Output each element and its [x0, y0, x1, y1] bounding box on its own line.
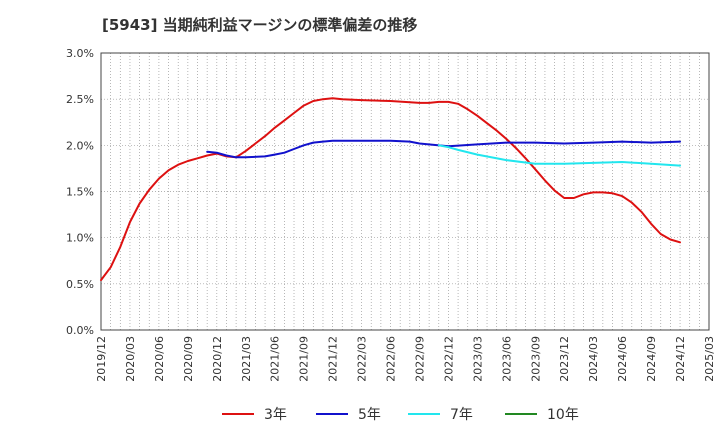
x-tick-label: 2022/12	[442, 336, 455, 382]
legend-label: 10年	[547, 407, 579, 423]
x-tick-label: 2024/12	[674, 336, 687, 382]
y-tick-label: 3.0%	[66, 47, 94, 60]
x-tick-label: 2020/03	[124, 336, 137, 382]
x-tick-label: 2024/06	[616, 336, 629, 382]
x-tick-label: 2023/06	[500, 336, 513, 382]
x-tick-label: 2021/09	[298, 336, 311, 382]
x-tick-label: 2023/03	[471, 336, 484, 382]
x-tick-label: 2025/03	[703, 336, 716, 382]
y-tick-label: 2.5%	[66, 93, 94, 106]
y-tick-label: 1.5%	[66, 186, 94, 199]
series-line	[437, 144, 681, 167]
x-tick-label: 2020/06	[153, 336, 166, 382]
x-tick-label: 2023/09	[529, 336, 542, 382]
series-line	[100, 97, 681, 282]
y-tick-label: 0.5%	[66, 278, 94, 291]
x-tick-label: 2020/09	[182, 336, 195, 382]
x-tick-label: 2024/09	[645, 336, 658, 382]
y-tick-label: 1.0%	[66, 232, 94, 245]
plot-frame	[100, 52, 710, 331]
legend-label: 7年	[450, 407, 473, 423]
chart-title: [5943] 当期純利益マージンの標準偏差の推移	[102, 16, 418, 34]
legend-label: 3年	[264, 407, 287, 423]
x-tick-label: 2021/03	[240, 336, 253, 382]
x-tick-label: 2023/12	[558, 336, 571, 382]
series-line	[206, 139, 681, 159]
x-tick-label: 2021/06	[269, 336, 282, 382]
y-tick-label: 2.0%	[66, 139, 94, 152]
x-tick-label: 2022/09	[413, 336, 426, 382]
x-tick-label: 2019/12	[95, 336, 108, 382]
x-tick-label: 2022/03	[356, 336, 369, 382]
legend-label: 5年	[358, 407, 381, 423]
x-tick-label: 2021/12	[327, 336, 340, 382]
x-tick-label: 2024/03	[587, 336, 600, 382]
x-tick-label: 2022/06	[385, 336, 398, 382]
x-tick-label: 2020/12	[211, 336, 224, 382]
y-tick-label: 0.0%	[66, 324, 94, 337]
